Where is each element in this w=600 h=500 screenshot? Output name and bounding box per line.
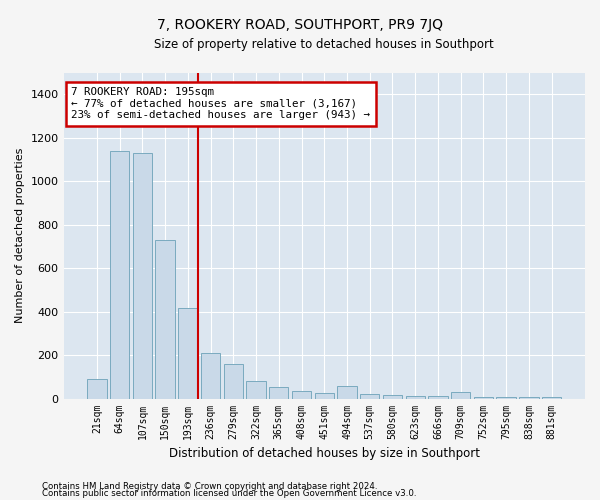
Bar (292, 391, 311, 398)
Bar (269, 386, 289, 398)
Bar (133, 153, 152, 398)
Bar (383, 396, 402, 398)
Bar (155, 240, 175, 398)
Bar (178, 308, 197, 398)
Bar (360, 394, 379, 398)
Text: 7, ROOKERY ROAD, SOUTHPORT, PR9 7JQ: 7, ROOKERY ROAD, SOUTHPORT, PR9 7JQ (157, 18, 443, 32)
Text: 7 ROOKERY ROAD: 195sqm
← 77% of detached houses are smaller (3,167)
23% of semi-: 7 ROOKERY ROAD: 195sqm ← 77% of detached… (71, 87, 370, 120)
Bar (87, 379, 107, 398)
Bar (201, 353, 220, 399)
Text: Contains public sector information licensed under the Open Government Licence v3: Contains public sector information licen… (42, 489, 416, 498)
Bar (110, 151, 130, 398)
Bar (314, 393, 334, 398)
Title: Size of property relative to detached houses in Southport: Size of property relative to detached ho… (154, 38, 494, 51)
Bar (451, 392, 470, 398)
Bar (247, 381, 266, 398)
Bar (224, 364, 243, 398)
X-axis label: Distribution of detached houses by size in Southport: Distribution of detached houses by size … (169, 447, 480, 460)
Bar (428, 396, 448, 398)
Bar (337, 386, 356, 398)
Y-axis label: Number of detached properties: Number of detached properties (15, 148, 25, 323)
Text: Contains HM Land Registry data © Crown copyright and database right 2024.: Contains HM Land Registry data © Crown c… (42, 482, 377, 491)
Bar (406, 396, 425, 398)
